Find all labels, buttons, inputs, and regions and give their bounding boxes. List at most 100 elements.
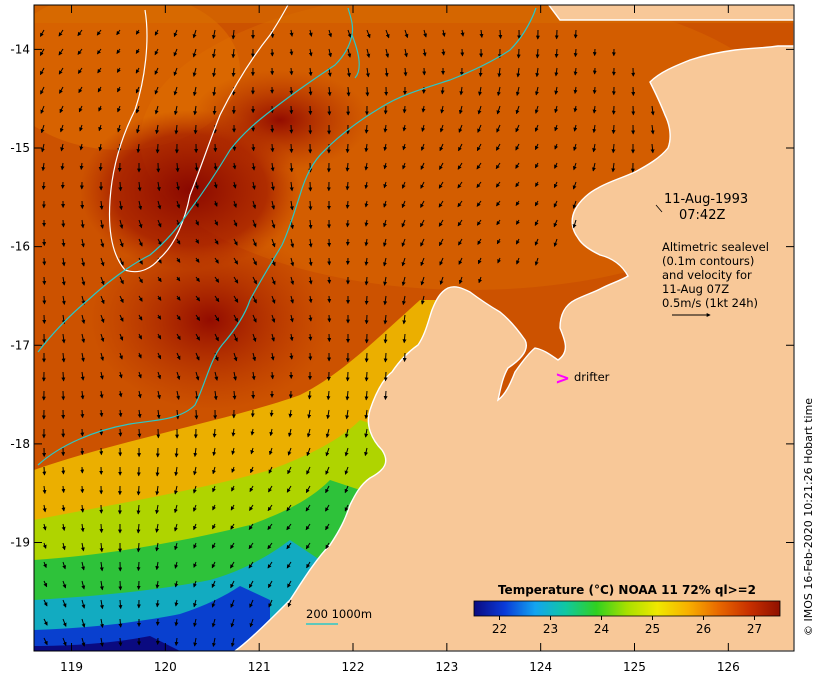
x-tick-label: 124 — [529, 660, 552, 674]
velocity-arrow-icon — [98, 105, 102, 112]
colorbar-title: Temperature (°C) NOAA 11 72% ql>=2 — [498, 583, 756, 597]
velocity-arrow-icon — [154, 105, 159, 115]
velocity-arrow-icon — [346, 86, 351, 97]
velocity-arrow-icon — [157, 371, 162, 380]
velocity-arrow-icon — [497, 257, 501, 264]
velocity-arrow-icon — [233, 219, 238, 227]
velocity-arrow-icon — [439, 143, 444, 152]
velocity-arrow-icon — [554, 105, 559, 114]
velocity-arrow-icon — [308, 219, 313, 230]
velocity-arrow-icon — [78, 86, 83, 94]
velocity-arrow-icon — [515, 181, 520, 188]
velocity-arrow-icon — [118, 618, 123, 628]
land-mass — [233, 5, 794, 651]
colorbar-tick-label: 25 — [645, 622, 660, 636]
velocity-arrow-icon — [252, 314, 257, 323]
velocity-arrow-icon — [80, 504, 85, 513]
velocity-arrow-icon — [136, 485, 141, 496]
velocity-arrow-icon — [43, 580, 48, 588]
velocity-arrow-icon — [364, 409, 369, 420]
velocity-arrow-icon — [383, 124, 388, 133]
time-label: 07:42Z — [679, 208, 725, 223]
velocity-arrow-icon — [650, 143, 655, 154]
velocity-arrow-icon — [286, 561, 292, 569]
velocity-arrow-icon — [80, 371, 85, 381]
velocity-arrow-icon — [534, 200, 539, 207]
velocity-arrow-icon — [496, 219, 501, 226]
velocity-arrow-icon — [401, 295, 406, 306]
velocity-arrow-icon — [401, 238, 406, 247]
colorbar-tick-label: 23 — [543, 622, 558, 636]
velocity-arrow-icon — [135, 67, 140, 74]
velocity-arrow-icon — [440, 86, 445, 95]
velocity-arrow-icon — [100, 276, 105, 286]
velocity-arrow-icon — [365, 67, 370, 78]
velocity-arrow-icon — [476, 143, 482, 152]
velocity-arrow-icon — [81, 333, 86, 343]
velocity-arrow-icon — [252, 257, 257, 266]
velocity-arrow-icon — [173, 67, 178, 77]
altimetry-line-2: and velocity for — [662, 268, 752, 282]
velocity-arrow-icon — [270, 162, 275, 172]
velocity-arrow-icon — [248, 542, 254, 550]
velocity-arrow-icon — [96, 29, 102, 36]
velocity-arrow-icon — [515, 219, 520, 225]
velocity-arrow-icon — [383, 181, 388, 189]
velocity-arrow-icon — [211, 580, 216, 589]
velocity-arrow-icon — [60, 162, 65, 171]
velocity-arrow-icon — [157, 200, 162, 210]
velocity-arrow-icon — [290, 238, 295, 248]
velocity-arrow-icon — [43, 561, 47, 569]
velocity-arrow-icon — [77, 29, 83, 37]
velocity-arrow-icon — [306, 466, 311, 475]
velocity-arrow-icon — [174, 124, 179, 135]
velocity-arrow-icon — [80, 219, 85, 229]
velocity-arrow-icon — [211, 29, 216, 40]
velocity-arrow-icon — [383, 105, 388, 115]
velocity-arrow-icon — [421, 105, 426, 113]
velocity-arrow-icon — [270, 371, 275, 380]
date-annotation: 11-Aug-1993 07:42Z — [655, 192, 748, 223]
velocity-arrow-icon — [270, 143, 275, 153]
velocity-arrow-icon — [193, 637, 198, 647]
velocity-arrow-icon — [251, 371, 256, 381]
y-tick-label: -15 — [10, 141, 30, 155]
velocity-arrow-icon — [534, 219, 539, 226]
velocity-arrow-icon — [554, 162, 558, 169]
velocity-arrow-icon — [325, 542, 330, 550]
velocity-arrow-icon — [364, 143, 369, 153]
velocity-arrow-icon — [457, 200, 463, 208]
velocity-arrow-icon — [193, 447, 198, 458]
velocity-arrow-icon — [58, 67, 64, 75]
velocity-arrow-icon — [136, 523, 141, 534]
velocity-arrow-icon — [271, 200, 276, 210]
velocity-arrow-icon — [515, 86, 520, 96]
velocity-arrow-icon — [248, 580, 254, 589]
velocity-arrow-icon — [212, 523, 216, 530]
velocity-arrow-icon — [135, 105, 140, 114]
velocity-arrow-icon — [119, 333, 124, 341]
velocity-arrow-icon — [138, 314, 143, 321]
velocity-arrow-icon — [42, 485, 47, 495]
velocity-arrow-icon — [345, 162, 350, 172]
velocity-arrow-icon — [477, 257, 482, 265]
velocity-arrow-icon — [364, 162, 369, 171]
velocity-arrow-icon — [287, 466, 292, 475]
velocity-arrow-icon — [364, 257, 369, 266]
plot-frame — [33, 4, 795, 652]
velocity-arrow-icon — [80, 428, 85, 437]
velocity-arrow-icon — [439, 257, 444, 266]
velocity-arrow-icon — [61, 523, 66, 531]
velocity-arrow-icon — [438, 181, 444, 189]
velocity-arrow-icon — [383, 200, 388, 208]
velocity-arrow-icon — [81, 637, 86, 647]
contours — [37, 5, 537, 466]
velocity-arrow-icon — [174, 561, 179, 569]
velocity-arrow-icon — [384, 67, 389, 78]
velocity-arrow-icon — [79, 143, 84, 151]
velocity-arrow-icon — [306, 447, 311, 457]
velocity-arrow-icon — [233, 352, 238, 362]
velocity-arrow-icon — [308, 257, 313, 267]
velocity-arrow-icon — [305, 542, 311, 550]
velocity-arrow-icon — [195, 295, 201, 302]
